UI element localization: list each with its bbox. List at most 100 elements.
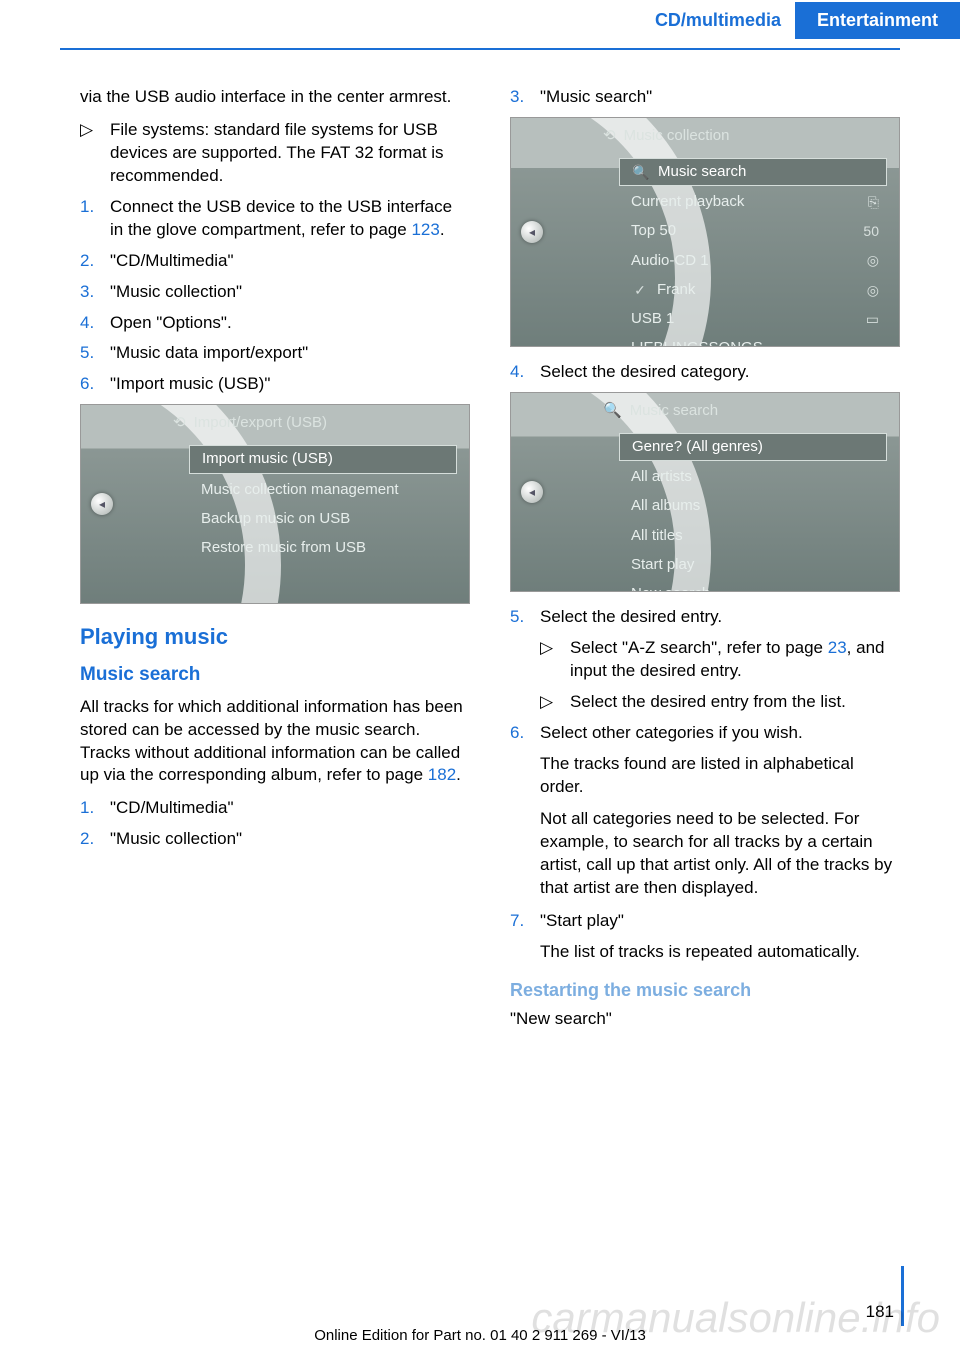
step-number: 4. — [510, 361, 540, 384]
heading-music-search: Music search — [80, 662, 470, 688]
page-link[interactable]: 23 — [828, 638, 847, 657]
header-chapter: Entertainment — [795, 2, 960, 39]
idrive-title: 🔍 Music search — [603, 401, 718, 421]
idrive-items: Genre? (All genres) All artists All albums… — [619, 433, 887, 592]
row-label: Top 50 — [631, 221, 676, 241]
row-label: Import music (USB) — [202, 449, 333, 469]
idrive-items: Import music (USB) Music collection manag… — [189, 445, 457, 561]
row-tail-icon: ◎ — [867, 251, 879, 270]
step-number: 1. — [80, 196, 110, 242]
step-item: 2."Music collection" — [80, 828, 470, 851]
step-text: "CD/Multimedia" — [110, 250, 470, 273]
idrive-screenshot-collection: ◂ ⟲ Music collection 🔍Music search Curren… — [510, 117, 900, 347]
step-para: The tracks found are listed in alphabeti… — [510, 753, 900, 799]
step-item: 1."CD/Multimedia" — [80, 797, 470, 820]
row-label: Backup music on USB — [201, 509, 350, 529]
header-rule — [60, 48, 900, 50]
sub-bullet: ▷ Select "A-Z search", refer to page 23,… — [510, 637, 900, 683]
bullet-glyph: ▷ — [540, 637, 570, 683]
idrive-row: USB 1▭ — [619, 306, 887, 332]
idrive-row: All titles — [619, 523, 887, 549]
step-number: 7. — [510, 910, 540, 933]
music-search-para: All tracks for which additional informat… — [80, 696, 470, 788]
idrive-row: LIEBLINGSSONGS▭ — [619, 335, 887, 347]
page-link[interactable]: 182 — [428, 765, 456, 784]
bullet-text: File systems: standard file systems for … — [110, 119, 470, 188]
page-link[interactable]: 123 — [411, 220, 439, 239]
step-number: 1. — [80, 797, 110, 820]
step-item: 4.Open "Options". — [80, 312, 470, 335]
para-a: All tracks for which additional informat… — [80, 697, 463, 785]
step-text: Connect the USB device to the USB interf… — [110, 196, 470, 242]
step-item: 6."Import music (USB)" — [80, 373, 470, 396]
idrive-row: Start play — [619, 552, 887, 578]
step-number: 2. — [80, 828, 110, 851]
idrive-title-text: Music search — [630, 401, 718, 421]
para-b: . — [456, 765, 461, 784]
row-label: New search — [631, 584, 710, 592]
sub-bullet: ▷ Select the desired entry from the list… — [510, 691, 900, 714]
bullet-glyph: ▷ — [540, 691, 570, 714]
step-item: 5."Music data import/export" — [80, 342, 470, 365]
page-number: 181 — [866, 1302, 894, 1322]
step-text: Open "Options". — [110, 312, 470, 335]
idrive-knob-icon: ◂ — [91, 493, 113, 515]
idrive-row: New search — [619, 581, 887, 592]
step-item: 2."CD/Multimedia" — [80, 250, 470, 273]
row-label: Genre? (All genres) — [632, 437, 763, 457]
bullet-text: Select "A-Z search", refer to page 23, a… — [570, 637, 900, 683]
step-item: 1. Connect the USB device to the USB int… — [80, 196, 470, 242]
step-number: 6. — [80, 373, 110, 396]
step-text-a: Connect the USB device to the USB interf… — [110, 197, 452, 239]
idrive-row: Genre? (All genres) — [619, 433, 887, 461]
idrive-title: ⟲ Music collection — [603, 126, 729, 146]
heading-playing-music: Playing music — [80, 622, 470, 652]
row-label: All albums — [631, 496, 700, 516]
step-number: 5. — [80, 342, 110, 365]
idrive-knob-icon: ◂ — [521, 221, 543, 243]
search-icon: 🔍 — [603, 401, 622, 421]
page-header: CD/multimedia Entertainment — [0, 0, 960, 56]
idrive-row: Top 5050 — [619, 218, 887, 244]
step-item: 5.Select the desired entry. — [510, 606, 900, 629]
heading-restarting: Restarting the music search — [510, 978, 900, 1002]
row-label: Frank — [657, 280, 695, 300]
step-text: "Music collection" — [110, 828, 470, 851]
idrive-row: 🔍Music search — [619, 158, 887, 186]
page-bar — [901, 1266, 904, 1326]
header-section: CD/multimedia — [655, 10, 795, 31]
step-text: "CD/Multimedia" — [110, 797, 470, 820]
step-text: "Start play" — [540, 910, 900, 933]
idrive-row: ✓Frank◎ — [619, 277, 887, 303]
intro-text: via the USB audio interface in the cente… — [80, 86, 470, 109]
step-number: 4. — [80, 312, 110, 335]
idrive-row: Current playback⎘ — [619, 189, 887, 215]
step-number: 5. — [510, 606, 540, 629]
idrive-screenshot-import: ◂ ⟲ Import/export (USB) Import music (US… — [80, 404, 470, 604]
row-label: USB 1 — [631, 309, 674, 329]
idrive-title-text: Import/export (USB) — [194, 413, 327, 433]
row-label: All artists — [631, 467, 692, 487]
bullet-item: ▷ File systems: standard file systems fo… — [80, 119, 470, 188]
row-lead-icon: ✓ — [631, 281, 649, 300]
row-label: Music collection management — [201, 480, 399, 500]
step-para: The list of tracks is repeated automatic… — [510, 941, 900, 964]
idrive-knob-icon: ◂ — [521, 481, 543, 503]
step-text: "Music search" — [540, 86, 900, 109]
idrive-row: Restore music from USB — [189, 535, 457, 561]
step-text: Select the desired category. — [540, 361, 900, 384]
row-label: Current playback — [631, 192, 744, 212]
cd-icon: ⟲ — [603, 126, 616, 146]
step-text: "Import music (USB)" — [110, 373, 470, 396]
row-label: LIEBLINGSSONGS — [631, 338, 763, 347]
row-label: Start play — [631, 555, 694, 575]
idrive-row: Import music (USB) — [189, 445, 457, 473]
restarting-text: "New search" — [510, 1008, 900, 1031]
step-item: 3."Music collection" — [80, 281, 470, 304]
row-label: Music search — [658, 162, 746, 182]
idrive-title-text: Music collection — [624, 126, 730, 146]
step-number: 6. — [510, 722, 540, 745]
step-text: "Music data import/export" — [110, 342, 470, 365]
sub-a: Select "A-Z search", refer to page — [570, 638, 828, 657]
step-text-b: . — [440, 220, 445, 239]
